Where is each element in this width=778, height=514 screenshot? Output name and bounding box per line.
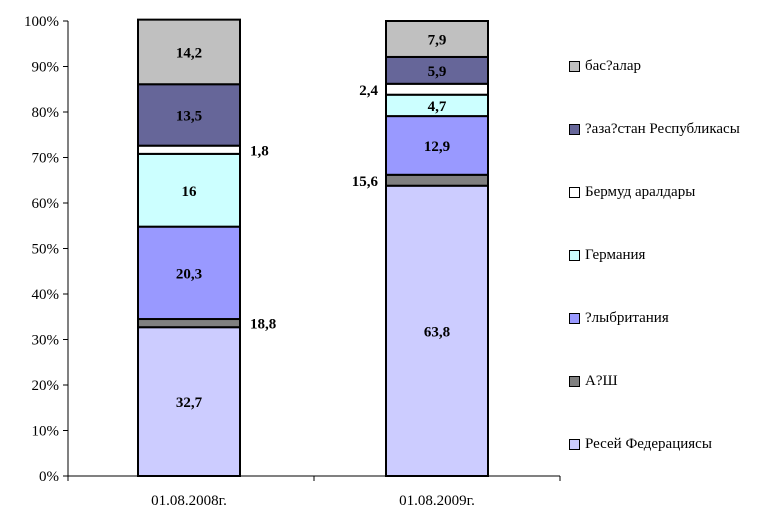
data-label: 1,8: [250, 143, 269, 159]
y-tick-label: 0%: [39, 469, 59, 485]
legend-swatch: [569, 250, 580, 261]
bar-segment: [385, 82, 489, 96]
legend-label: ?аза?стан Республикасы: [585, 121, 740, 137]
legend-label: ?лыбритания: [585, 310, 669, 326]
y-tick-label: 100%: [24, 14, 59, 30]
x-category-label: 01.08.2009г.: [399, 493, 475, 509]
y-tick-label: 80%: [32, 105, 60, 121]
bar-segment: [137, 326, 241, 477]
legend-item: бас?алар: [569, 58, 641, 75]
data-label: 13,5: [176, 108, 202, 124]
legend-swatch: [569, 187, 580, 198]
bar-segment: [385, 173, 489, 187]
legend-swatch: [569, 313, 580, 324]
legend-item: Германия: [569, 247, 645, 264]
legend-swatch: [569, 376, 580, 387]
legend-item: ?лыбритания: [569, 310, 669, 327]
y-tick-label: 40%: [32, 287, 60, 303]
data-label: 7,9: [428, 32, 447, 48]
bar-segment: [137, 318, 241, 329]
legend-label: Бермуд аралдары: [585, 184, 696, 200]
legend-swatch: [569, 124, 580, 135]
y-tick-label: 10%: [32, 424, 60, 440]
data-label: 14,2: [176, 45, 202, 61]
bar-segment: [385, 55, 489, 85]
legend-item: А?Ш: [569, 373, 618, 390]
data-label: 16: [182, 184, 198, 200]
bar-segment: [137, 225, 241, 321]
bar-segment: [137, 144, 241, 155]
data-label: 20,3: [176, 266, 202, 282]
legend-item: Ресей Федерациясы: [569, 436, 712, 453]
x-category-label: 01.08.2008г.: [151, 493, 227, 509]
data-label: 32,7: [176, 395, 203, 411]
legend-item: Бермуд аралдары: [569, 184, 695, 201]
data-label: 4,7: [428, 99, 447, 115]
legend-item: ?аза?стан Республикасы: [569, 121, 740, 138]
y-tick-label: 90%: [32, 60, 60, 76]
y-tick-label: 20%: [32, 378, 60, 394]
legend-label: Ресей Федерациясы: [585, 436, 712, 452]
data-label: 15,6: [352, 174, 379, 190]
data-label: 63,8: [424, 324, 450, 340]
y-tick-label: 50%: [32, 242, 60, 258]
data-label: 12,9: [424, 139, 450, 155]
y-tick-label: 60%: [32, 196, 60, 212]
legend-label: Германия: [585, 247, 646, 263]
data-label: 18,8: [250, 317, 276, 333]
data-label: 2,4: [359, 83, 378, 99]
y-tick-label: 30%: [32, 333, 60, 349]
bar-segment: [385, 20, 489, 58]
legend-swatch: [569, 439, 580, 450]
legend-label: А?Ш: [585, 373, 618, 389]
legend-swatch: [569, 61, 580, 72]
legend-label: бас?алар: [585, 58, 642, 74]
data-label: 5,9: [428, 64, 447, 80]
bar-segment: [137, 18, 241, 86]
bar-segment: [137, 152, 241, 228]
y-tick-label: 70%: [32, 151, 60, 167]
